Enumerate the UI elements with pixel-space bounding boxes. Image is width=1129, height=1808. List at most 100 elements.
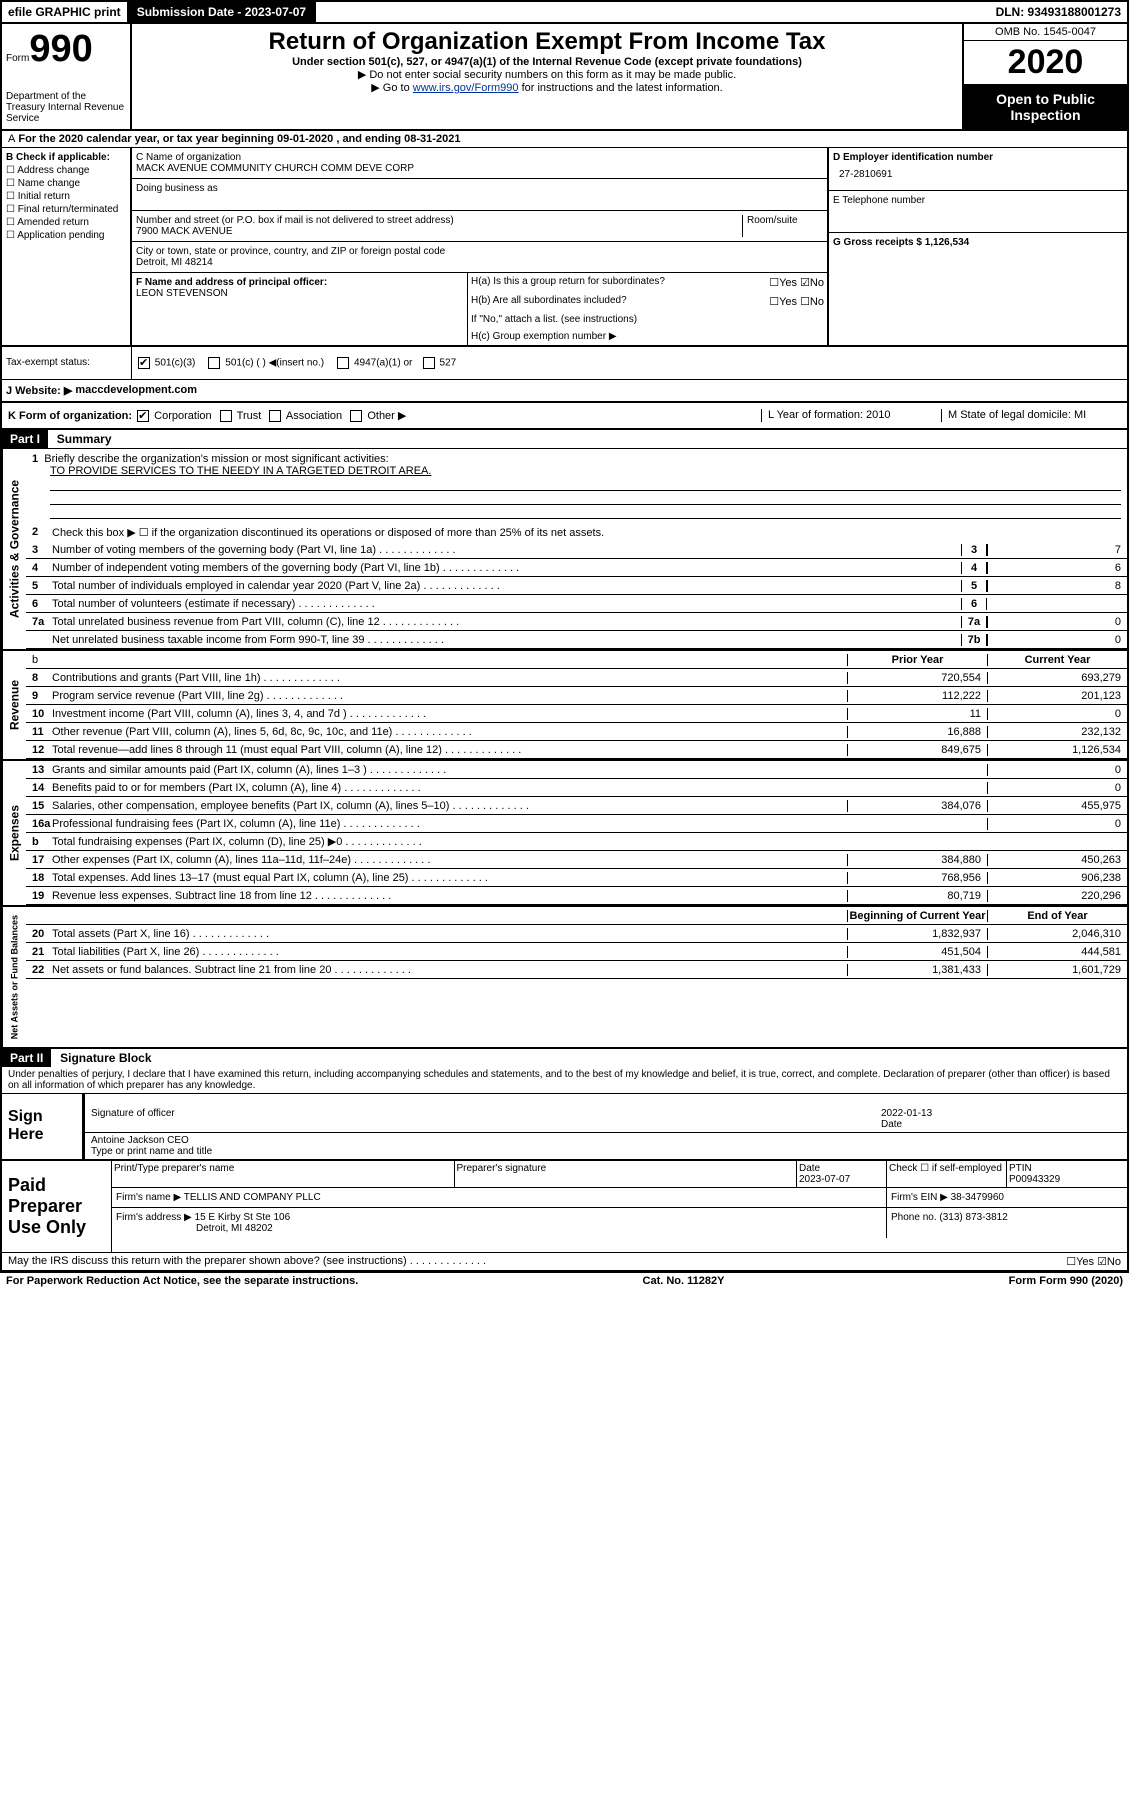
chk-trust[interactable] xyxy=(220,410,232,422)
year-formation: L Year of formation: 2010 xyxy=(761,409,941,422)
instructions-link[interactable]: www.irs.gov/Form990 xyxy=(413,82,519,94)
submission-date[interactable]: Submission Date - 2023-07-07 xyxy=(129,2,316,22)
na-label: Net Assets or Fund Balances xyxy=(2,907,26,1047)
city-label: City or town, state or province, country… xyxy=(136,246,823,257)
part2-title: Signature Block xyxy=(54,1049,157,1067)
prior-year-hdr: Prior Year xyxy=(847,654,987,666)
officer-name: LEON STEVENSON xyxy=(136,288,463,299)
row-a-text: For the 2020 calendar year, or tax year … xyxy=(18,133,460,145)
begin-year-hdr: Beginning of Current Year xyxy=(847,910,987,922)
preparer-block: Paid Preparer Use Only Print/Type prepar… xyxy=(2,1159,1127,1252)
exp-line-18: 18 Total expenses. Add lines 13–17 (must… xyxy=(26,869,1127,887)
ein-value: 27-2810691 xyxy=(833,163,1123,186)
exp-line-19: 19 Revenue less expenses. Subtract line … xyxy=(26,887,1127,905)
na-line-21: 21 Total liabilities (Part X, line 26) 4… xyxy=(26,943,1127,961)
addr-cell: Number and street (or P.O. box if mail i… xyxy=(136,215,743,237)
chk-527[interactable] xyxy=(423,357,435,369)
website-value: maccdevelopment.com xyxy=(75,384,197,397)
org-col: C Name of organization MACK AVENUE COMMU… xyxy=(132,148,827,345)
ein-label: D Employer identification number xyxy=(833,152,1123,163)
firm-addr-lbl: Firm's address ▶ xyxy=(116,1212,192,1223)
officer-typed: Antoine Jackson CEO xyxy=(91,1135,189,1146)
rev-label: Revenue xyxy=(2,651,26,759)
rev-line-9: 9 Program service revenue (Part VIII, li… xyxy=(26,687,1127,705)
discuss-yn[interactable]: ☐Yes ☑No xyxy=(1066,1255,1121,1268)
firm-name: TELLIS AND COMPANY PLLC xyxy=(184,1192,321,1203)
officer-typed-row: Antoine Jackson CEOType or print name an… xyxy=(85,1133,1127,1159)
q2-row: 2Check this box ▶ ☐ if the organization … xyxy=(26,523,1127,541)
sign-block: Sign Here Signature of officer 2022-01-1… xyxy=(2,1094,1127,1159)
sign-fields: Signature of officer 2022-01-13Date Anto… xyxy=(82,1094,1127,1159)
chk-name[interactable]: ☐ Name change xyxy=(6,178,126,189)
sign-here-label: Sign Here xyxy=(2,1094,82,1159)
ptin-lbl: PTIN xyxy=(1009,1163,1032,1174)
rev-line-10: 10 Investment income (Part VIII, column … xyxy=(26,705,1127,723)
rev-line-12: 12 Total revenue—add lines 8 through 11 … xyxy=(26,741,1127,759)
na-table: Beginning of Current Year End of Year 20… xyxy=(26,907,1127,1047)
ein-row: D Employer identification number 27-2810… xyxy=(829,148,1127,191)
k-label: K Form of organization: xyxy=(8,410,132,422)
sig-officer-label: Signature of officer xyxy=(91,1108,881,1130)
tax-status-opts: 501(c)(3) 501(c) ( ) ◀(insert no.) 4947(… xyxy=(132,347,1127,379)
prep-sig-lbl: Preparer's signature xyxy=(455,1161,798,1187)
website-label: J Website: ▶ xyxy=(6,384,72,397)
discuss-row: May the IRS discuss this return with the… xyxy=(2,1252,1127,1270)
sig-officer-row: Signature of officer 2022-01-13Date xyxy=(85,1094,1127,1133)
chk-501c3[interactable] xyxy=(138,357,150,369)
hb-yn[interactable]: ☐Yes ☐No xyxy=(769,295,824,308)
current-year-hdr: Current Year xyxy=(987,654,1127,666)
year-box: OMB No. 1545-0047 2020 Open to Public In… xyxy=(962,24,1127,129)
rev-line-11: 11 Other revenue (Part VIII, column (A),… xyxy=(26,723,1127,741)
room-label: Room/suite xyxy=(743,215,823,237)
ha-yn[interactable]: ☐Yes ☑No xyxy=(769,276,824,289)
dept-label: Department of the Treasury Internal Reve… xyxy=(6,91,126,124)
chk-final[interactable]: ☐ Final return/terminated xyxy=(6,204,126,215)
na-line-22: 22 Net assets or fund balances. Subtract… xyxy=(26,961,1127,979)
sig-date-label: Date xyxy=(881,1119,902,1130)
chk-initial[interactable]: ☐ Initial return xyxy=(6,191,126,202)
chk-pending[interactable]: ☐ Application pending xyxy=(6,230,126,241)
exp-line-15: 15 Salaries, other compensation, employe… xyxy=(26,797,1127,815)
header: Form990 Department of the Treasury Inter… xyxy=(2,24,1127,131)
exp-line-13: 13 Grants and similar amounts paid (Part… xyxy=(26,761,1127,779)
chk-amended[interactable]: ☐ Amended return xyxy=(6,217,126,228)
ptin: P00943329 xyxy=(1009,1174,1060,1185)
title-box: Return of Organization Exempt From Incom… xyxy=(132,24,962,129)
state-domicile: M State of legal domicile: MI xyxy=(941,409,1121,422)
exp-table: 13 Grants and similar amounts paid (Part… xyxy=(26,761,1127,905)
officer-label: F Name and address of principal officer: xyxy=(136,277,463,288)
gross-receipts: G Gross receipts $ 1,126,534 xyxy=(829,233,1127,252)
tax-year: 2020 xyxy=(964,41,1127,85)
org-name: MACK AVENUE COMMUNITY CHURCH COMM DEVE C… xyxy=(136,163,823,174)
chk-other[interactable] xyxy=(350,410,362,422)
form-label: Form xyxy=(6,53,29,64)
instructions-link-row: ▶ Go to www.irs.gov/Form990 for instruct… xyxy=(136,81,958,94)
prep-date-lbl: Date xyxy=(799,1163,820,1174)
chk-corp[interactable] xyxy=(137,410,149,422)
part1-title: Summary xyxy=(51,430,118,448)
chk-assoc[interactable] xyxy=(269,410,281,422)
org-name-label: C Name of organization xyxy=(136,152,823,163)
prep-selfemp[interactable]: Check ☐ if self-employed xyxy=(887,1161,1007,1187)
website-row: J Website: ▶ maccdevelopment.com xyxy=(2,380,1127,403)
chk-address[interactable]: ☐ Address change xyxy=(6,165,126,176)
goto-pre: ▶ Go to xyxy=(371,82,412,94)
chk-501c[interactable] xyxy=(208,357,220,369)
hc-label: H(c) Group exemption number ▶ xyxy=(468,328,827,345)
check-b-col: B Check if applicable: ☐ Address change … xyxy=(2,148,132,345)
info-block: B Check if applicable: ☐ Address change … xyxy=(2,148,1127,347)
addr-row: Number and street (or P.O. box if mail i… xyxy=(132,211,827,242)
efile-print[interactable]: efile GRAPHIC print xyxy=(2,2,129,22)
ha-label: H(a) Is this a group return for subordin… xyxy=(471,276,769,289)
part1-header-row: Part I Summary xyxy=(2,430,1127,449)
ag-label: Activities & Governance xyxy=(2,449,26,649)
cat-no: Cat. No. 11282Y xyxy=(643,1275,725,1287)
h-block: H(a) Is this a group return for subordin… xyxy=(467,273,827,345)
footer: For Paperwork Reduction Act Notice, see … xyxy=(0,1272,1129,1289)
part1-label: Part I xyxy=(2,430,48,448)
q1-row: 1 Briefly describe the organization's mi… xyxy=(26,449,1127,523)
chk-4947[interactable] xyxy=(337,357,349,369)
goto-post: for instructions and the latest informat… xyxy=(519,82,723,94)
discuss-text: May the IRS discuss this return with the… xyxy=(8,1255,1066,1268)
top-bar: efile GRAPHIC print Submission Date - 20… xyxy=(2,2,1127,24)
